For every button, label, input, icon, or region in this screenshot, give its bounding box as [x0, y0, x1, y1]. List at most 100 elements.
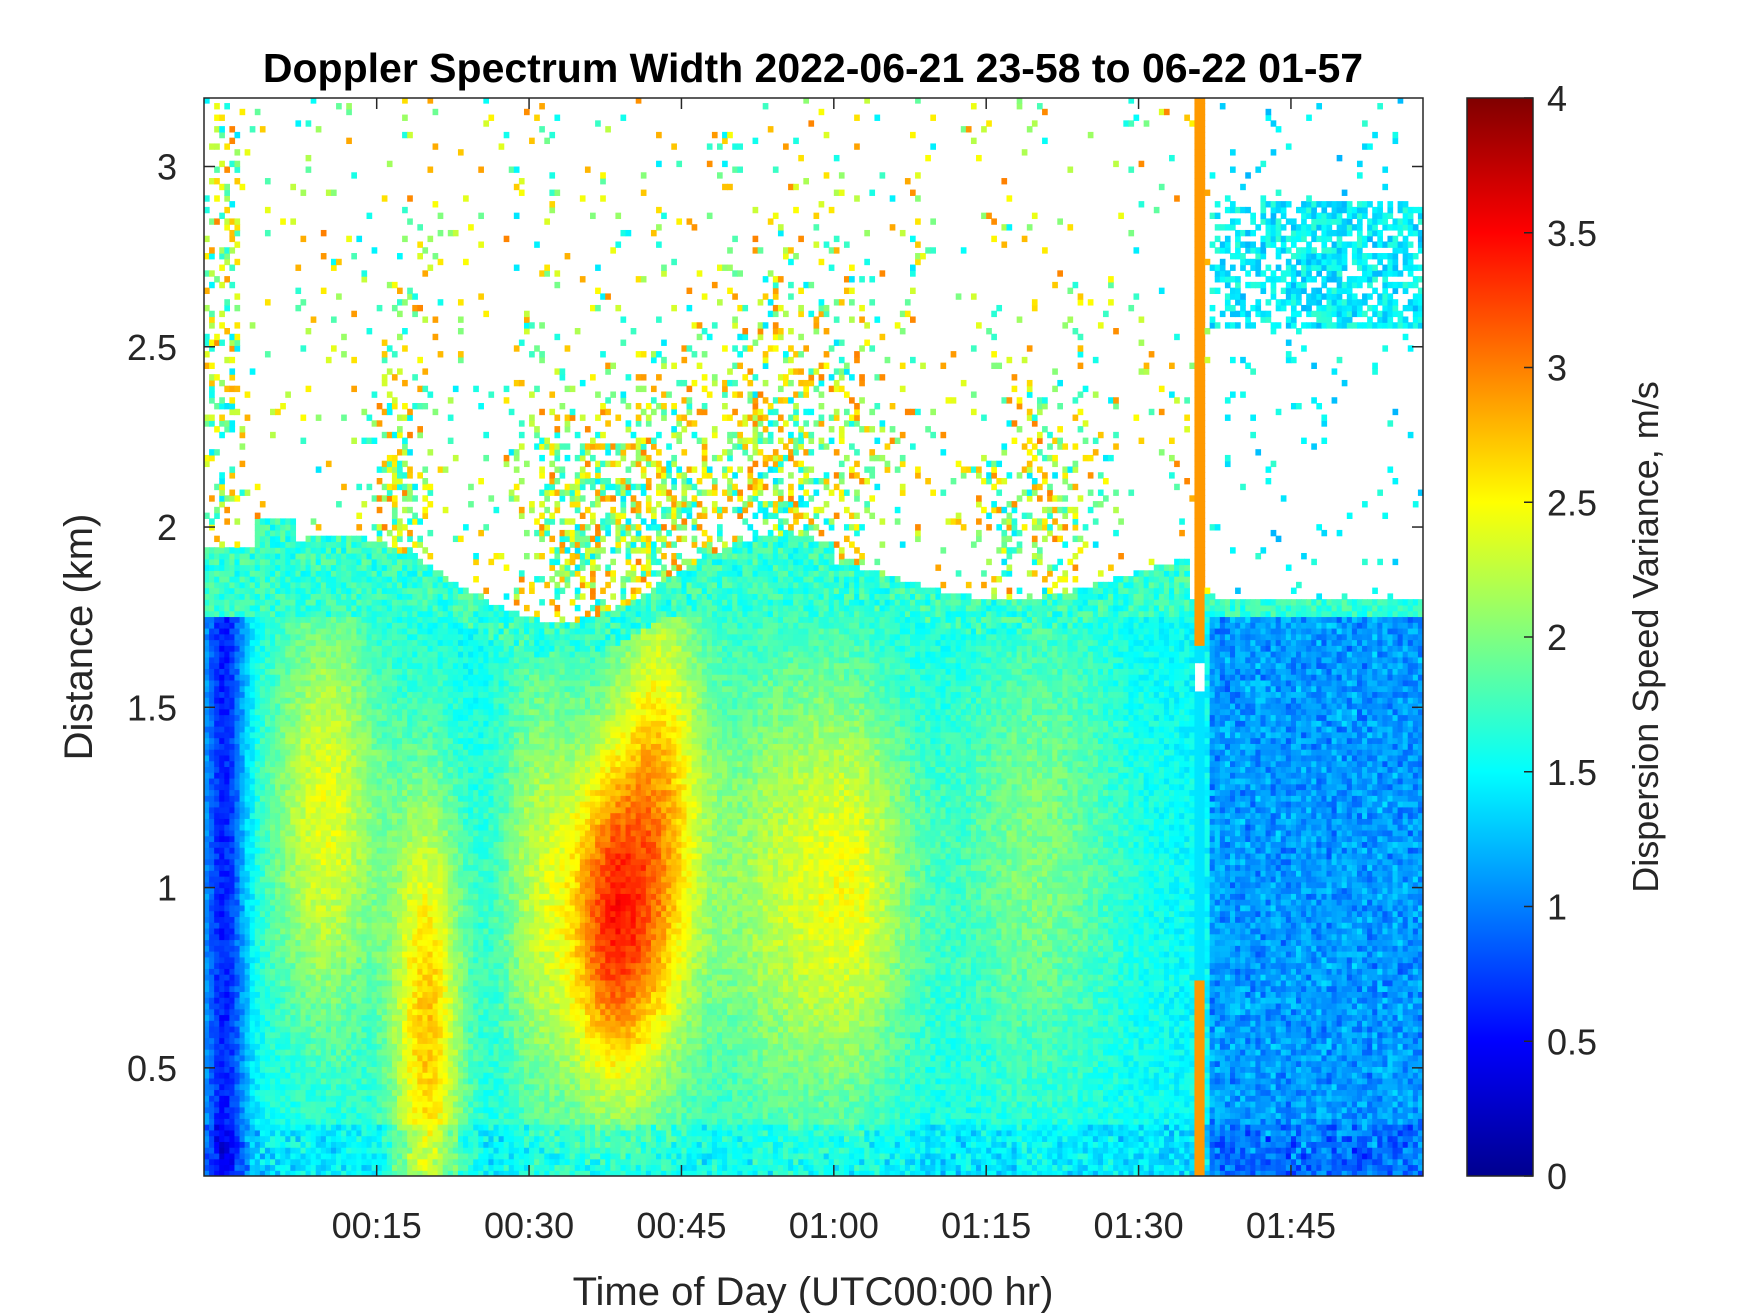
heatmap-cell: [402, 472, 408, 478]
heatmap-cell: [382, 882, 388, 888]
heatmap-cell: [392, 1072, 398, 1078]
heatmap-cell: [361, 588, 367, 594]
heatmap-cell: [397, 593, 403, 599]
heatmap-cell: [341, 743, 347, 749]
heatmap-cell: [209, 218, 215, 224]
heatmap-cell: [402, 299, 408, 305]
heatmap-cell: [280, 576, 286, 582]
heatmap-cell: [326, 888, 332, 894]
heatmap-cell: [290, 790, 296, 796]
heatmap-cell: [402, 986, 408, 992]
heatmap-cell: [229, 236, 235, 242]
heatmap-cell: [387, 916, 393, 922]
heatmap-cell: [377, 570, 383, 576]
heatmap-cell: [285, 1009, 291, 1015]
heatmap-cell: [285, 697, 291, 703]
heatmap-cell: [377, 576, 383, 582]
heatmap-cell: [209, 363, 215, 369]
heatmap-cell: [412, 1009, 418, 1015]
heatmap-cell: [351, 605, 357, 611]
heatmap-cell: [407, 1009, 413, 1015]
heatmap-cell: [397, 588, 403, 594]
heatmap-cell: [387, 939, 393, 945]
heatmap-cell: [280, 622, 286, 628]
heatmap-cell: [290, 1141, 296, 1147]
heatmap-cell: [229, 1055, 235, 1061]
heatmap-cell: [377, 553, 383, 559]
heatmap-cell: [387, 830, 393, 836]
heatmap-cell: [245, 149, 251, 155]
heatmap-cell: [301, 743, 307, 749]
heatmap-cell: [397, 622, 403, 628]
heatmap-cell: [372, 686, 378, 692]
heatmap-cell: [219, 1136, 225, 1142]
heatmap-cell: [295, 1147, 301, 1153]
heatmap-cell: [219, 490, 225, 496]
heatmap-cell: [250, 1084, 256, 1090]
heatmap-cell: [361, 939, 367, 945]
heatmap-cell: [224, 1136, 230, 1142]
heatmap-cell: [250, 1043, 256, 1049]
heatmap-cell: [306, 1003, 312, 1009]
heatmap-cell: [336, 749, 342, 755]
heatmap-cell: [387, 1072, 393, 1078]
heatmap-cell: [214, 374, 220, 380]
heatmap-cell: [285, 715, 291, 721]
heatmap-cell: [412, 772, 418, 778]
heatmap-cell: [372, 922, 378, 928]
heatmap-cell: [397, 288, 403, 294]
heatmap-cell: [224, 709, 230, 715]
heatmap-cell: [306, 853, 312, 859]
heatmap-cell: [397, 968, 403, 974]
heatmap-cell: [240, 801, 246, 807]
heatmap-cell: [224, 841, 230, 847]
heatmap-cell: [295, 766, 301, 772]
heatmap-cell: [306, 651, 312, 657]
heatmap-cell: [234, 1049, 240, 1055]
heatmap-cell: [341, 732, 347, 738]
heatmap-cell: [290, 1101, 296, 1107]
heatmap-cell: [351, 645, 357, 651]
heatmap-cell: [229, 876, 235, 882]
heatmap-cell: [356, 732, 362, 738]
heatmap-cell: [356, 1095, 362, 1101]
heatmap-cell: [407, 870, 413, 876]
heatmap-cell: [346, 697, 352, 703]
heatmap-cell: [402, 559, 408, 565]
heatmap-cell: [367, 824, 373, 830]
heatmap-cell: [382, 772, 388, 778]
heatmap-cell: [377, 680, 383, 686]
heatmap-cell: [341, 974, 347, 980]
heatmap-cell: [209, 893, 215, 899]
heatmap-cell: [336, 928, 342, 934]
heatmap-cell: [387, 1153, 393, 1159]
heatmap-cell: [255, 1043, 261, 1049]
heatmap-cell: [214, 911, 220, 917]
heatmap-cell: [234, 997, 240, 1003]
heatmap-cell: [209, 1141, 215, 1147]
heatmap-cell: [245, 1084, 251, 1090]
heatmap-cell: [219, 593, 225, 599]
heatmap-cell: [412, 939, 418, 945]
heatmap-cell: [219, 213, 225, 219]
heatmap-cell: [285, 911, 291, 917]
heatmap-cell: [250, 651, 256, 657]
heatmap-cell: [229, 801, 235, 807]
heatmap-cell: [224, 726, 230, 732]
heatmap-cell: [240, 663, 246, 669]
heatmap-cell: [245, 663, 251, 669]
heatmap-cell: [387, 686, 393, 692]
heatmap-cell: [229, 778, 235, 784]
heatmap-cell: [260, 876, 266, 882]
heatmap-cell: [234, 841, 240, 847]
heatmap-cell: [321, 1043, 327, 1049]
heatmap-cell: [224, 911, 230, 917]
heatmap-cell: [356, 599, 362, 605]
heatmap-cell: [412, 726, 418, 732]
heatmap-cell: [402, 490, 408, 496]
heatmap-cell: [412, 1061, 418, 1067]
heatmap-cell: [250, 599, 256, 605]
heatmap-cell: [367, 691, 373, 697]
heatmap-cell: [336, 1078, 342, 1084]
heatmap-cell: [301, 663, 307, 669]
